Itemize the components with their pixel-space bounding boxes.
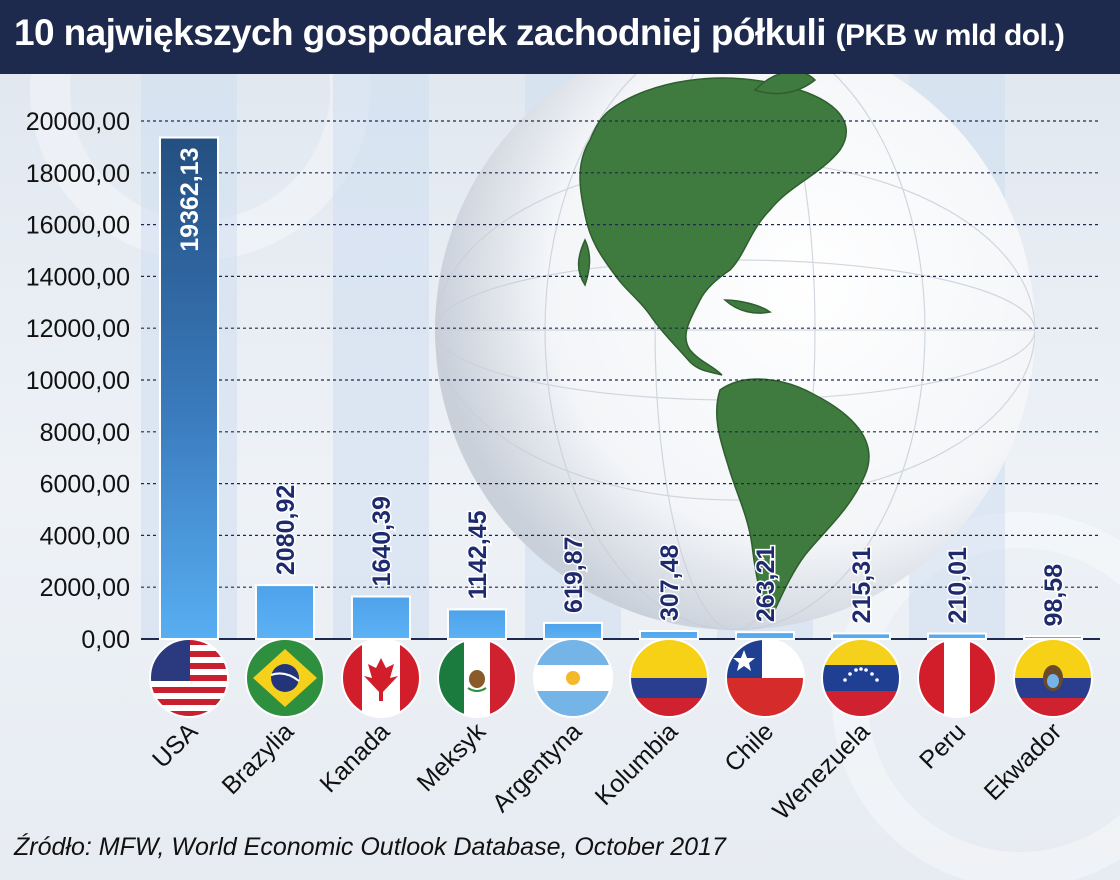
y-tick-label: 6000,00 xyxy=(40,471,130,499)
globe-illustration xyxy=(435,30,1035,630)
y-tick-label: 16000,00 xyxy=(26,212,130,240)
y-axis-tick-labels: 0,00 2000,00 4000,00 6000,00 8000,00 10000,00… xyxy=(26,108,130,654)
value-label: 215,31 xyxy=(848,547,876,624)
category-label: Brazylia xyxy=(217,717,300,800)
category-label: USA xyxy=(147,717,203,773)
value-labels: 19362,13 2080,92 1640,39 1142,45 619,87 307,4… xyxy=(176,148,1070,628)
y-tick-label: 2000,00 xyxy=(40,574,130,602)
y-tick-label: 8000,00 xyxy=(40,419,130,447)
category-label: Ekwador xyxy=(979,717,1068,806)
value-label: 19362,13 xyxy=(176,148,204,252)
category-label: Kolumbia xyxy=(590,717,684,811)
chart-title: 10 największych gospodarek zachodniej pó… xyxy=(14,12,1065,54)
title-main: 10 największych gospodarek zachodniej pó… xyxy=(14,12,827,53)
title-bar: 10 największych gospodarek zachodniej pó… xyxy=(0,0,1120,74)
ecuador-flag-icon xyxy=(1013,638,1093,718)
bar-brazylia xyxy=(255,584,315,641)
brazil-flag-icon xyxy=(245,638,325,718)
category-label: Kanada xyxy=(314,717,395,798)
bars xyxy=(159,136,1083,641)
value-label: 619,87 xyxy=(560,536,588,612)
y-tick-label: 4000,00 xyxy=(40,522,130,550)
value-label: 98,58 xyxy=(1040,564,1068,627)
category-label: Argentyna xyxy=(487,717,587,817)
value-label: 2080,92 xyxy=(272,485,300,575)
category-label: Peru xyxy=(914,717,971,774)
category-label: Meksyk xyxy=(412,717,492,797)
peru-flag-icon xyxy=(917,638,997,718)
value-label: 307,48 xyxy=(656,544,684,621)
y-tick-label: 14000,00 xyxy=(26,263,130,291)
category-label: Chile xyxy=(719,717,779,777)
value-label: 210,01 xyxy=(944,547,972,624)
bar-kolumbia xyxy=(639,630,699,640)
argentina-flag-icon xyxy=(533,638,613,718)
y-tick-label: 12000,00 xyxy=(26,315,130,343)
bar-meksyk xyxy=(447,608,507,640)
band-kanada xyxy=(333,74,429,639)
value-label: 1640,39 xyxy=(368,496,396,586)
venezuela-flag-icon xyxy=(821,638,901,718)
chile-flag-icon xyxy=(725,638,805,718)
bar-usa xyxy=(159,136,219,640)
colombia-flag-icon xyxy=(629,638,709,718)
value-label: 1142,45 xyxy=(464,510,492,599)
bar-kanada xyxy=(351,595,411,641)
y-tick-label: 0,00 xyxy=(81,626,130,654)
americas-landmass xyxy=(577,70,870,622)
bar-chile xyxy=(735,631,795,640)
bar-argentyna xyxy=(543,621,603,641)
y-tick-label: 18000,00 xyxy=(26,160,130,188)
mexico-flag-icon xyxy=(437,638,517,718)
usa-flag-icon xyxy=(149,638,229,718)
title-unit: (PKB w mld dol.) xyxy=(835,19,1065,52)
source-note: Źródło: MFW, World Economic Outlook Data… xyxy=(14,833,726,861)
y-tick-label: 20000,00 xyxy=(26,108,130,136)
canada-flag-icon xyxy=(341,638,421,718)
y-tick-label: 10000,00 xyxy=(26,367,130,395)
value-label: 263,21 xyxy=(752,546,780,623)
